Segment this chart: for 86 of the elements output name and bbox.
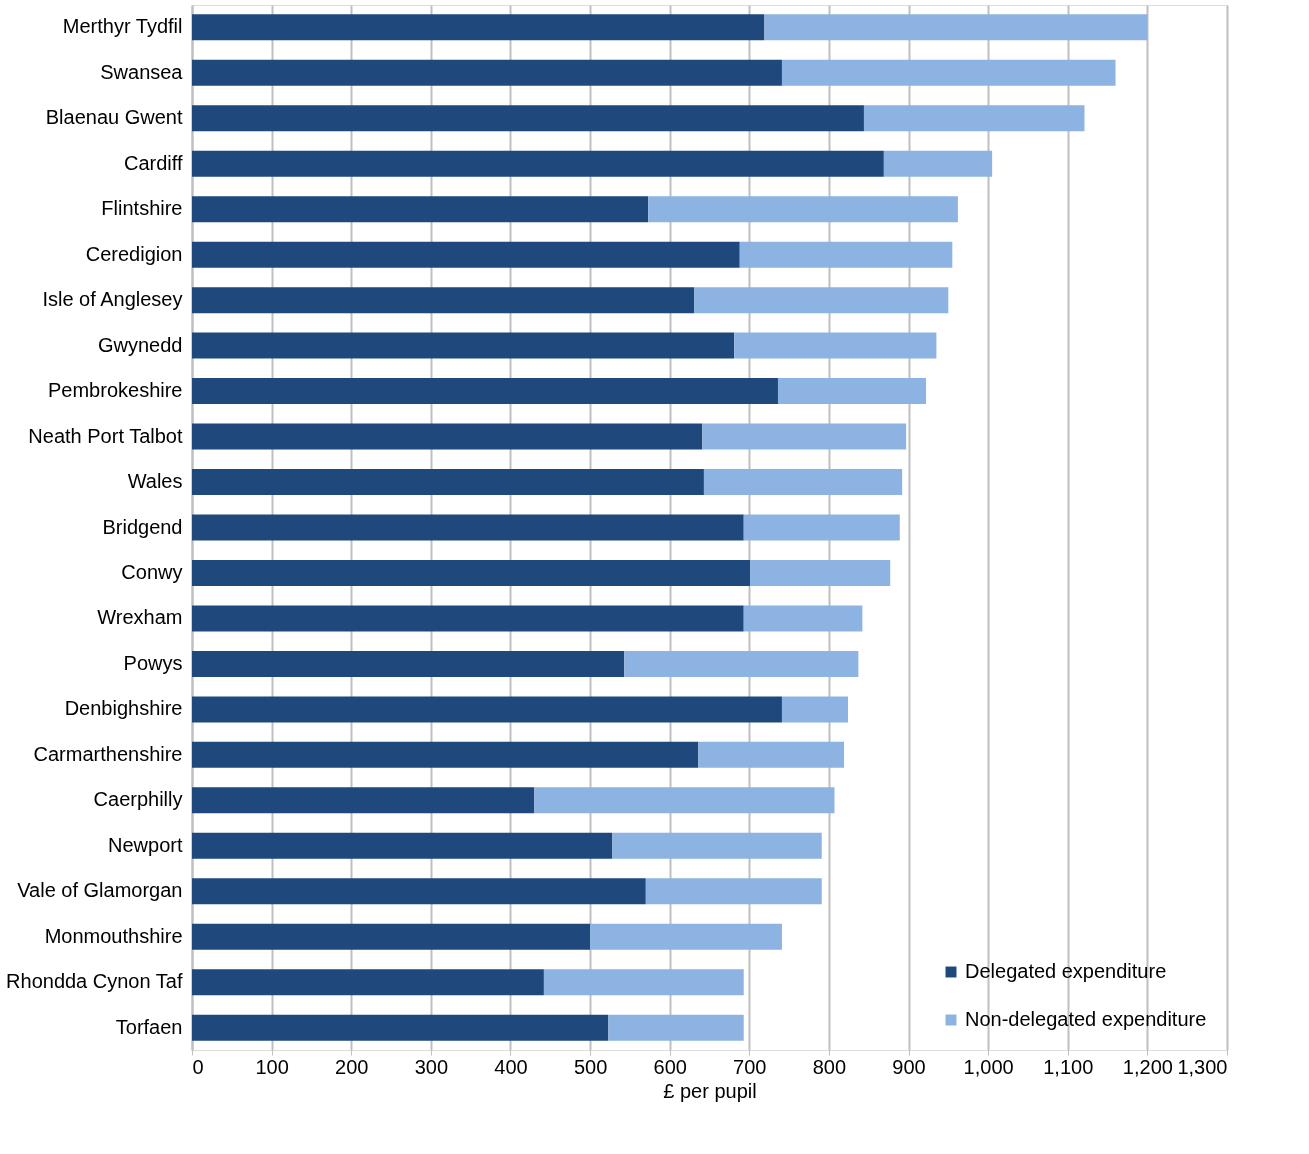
bar [192,332,735,359]
bar [781,59,1116,86]
bar [648,196,958,223]
x-tick-label: 300 [414,1055,449,1078]
y-tick-label: Wrexham [97,606,183,629]
bar [883,150,993,177]
bar [192,832,613,859]
x-tick-label: 500 [573,1055,608,1078]
y-tick-label: Monmouthshire [44,924,183,947]
bar [192,14,765,41]
bar [192,241,740,268]
x-tick-label: 400 [494,1055,528,1078]
y-tick-label: Caerphilly [93,788,183,811]
y-tick-label: Gwynedd [98,333,183,356]
bar [192,378,778,405]
bar [750,559,891,586]
bar [734,332,937,359]
bar [192,196,649,223]
x-tick-label: 1,000 [963,1055,1014,1078]
bar [703,469,903,496]
bar [781,696,849,723]
x-tick-label: 900 [892,1055,926,1078]
bar [192,878,646,905]
y-tick-label: Rhondda Cynon Taf [6,970,183,993]
x-tick-label: 0 [192,1055,204,1078]
bar [192,923,591,950]
bar [777,378,927,405]
bar [192,514,744,541]
bar [192,696,782,723]
x-tick-label: 600 [653,1055,687,1078]
bar [608,1014,744,1041]
bar [863,105,1085,132]
bar [192,423,703,450]
bar [534,787,835,814]
y-tick-label: Conwy [121,560,183,583]
bar [645,878,822,905]
x-tick-label: 800 [812,1055,847,1078]
x-tick-label: 200 [335,1055,369,1078]
bar [543,969,744,996]
x-tick-label: 700 [733,1055,767,1078]
x-tick-label: 1,100 [1043,1055,1094,1078]
bar [192,1014,609,1041]
y-tick-label: Newport [108,833,183,856]
bar [743,514,900,541]
bar [192,650,625,677]
bar [764,14,1148,41]
y-tick-label: Blaenau Gwent [45,106,183,129]
y-tick-label: Isle of Anglesey [42,288,183,311]
bar [739,241,953,268]
y-tick-label: Swansea [100,60,184,83]
bar [192,741,699,768]
y-tick-label: Vale of Glamorgan [17,879,183,902]
bar [192,787,535,814]
bar [192,105,864,132]
y-tick-label: Torfaen [115,1015,183,1038]
x-axis-title: £ per pupil [663,1079,757,1102]
y-tick-label: Neath Port Talbot [28,424,183,447]
y-tick-label: Denbighshire [64,697,183,720]
bar [192,150,884,177]
bar [192,469,704,496]
y-tick-label: Powys [123,651,183,674]
y-tick-label: Bridgend [102,515,183,538]
bar [612,832,822,859]
x-tick-label: 1,300 [1177,1055,1228,1078]
bar [743,605,863,632]
bar [590,923,782,950]
y-tick-label: Merthyr Tydfil [62,15,183,38]
y-tick-label: Pembrokeshire [47,379,183,402]
y-tick-label: Flintshire [101,197,183,220]
bar [624,650,859,677]
bar [192,559,751,586]
legend-label: Non-delegated expenditure [965,1008,1207,1030]
y-tick-label: Ceredigion [85,242,183,265]
bar [192,605,744,632]
bar [694,287,949,314]
x-tick-label: 1,200 [1122,1055,1173,1078]
y-tick-label: Carmarthenshire [33,742,183,765]
bar [698,741,845,768]
bar [702,423,907,450]
x-tick-label: 100 [255,1055,289,1078]
y-tick-label: Cardiff [123,151,183,174]
bar [192,287,695,314]
bar [192,59,782,86]
y-tick-label: Wales [127,470,183,493]
bar [192,969,544,996]
legend-label: Delegated expenditure [965,960,1167,982]
